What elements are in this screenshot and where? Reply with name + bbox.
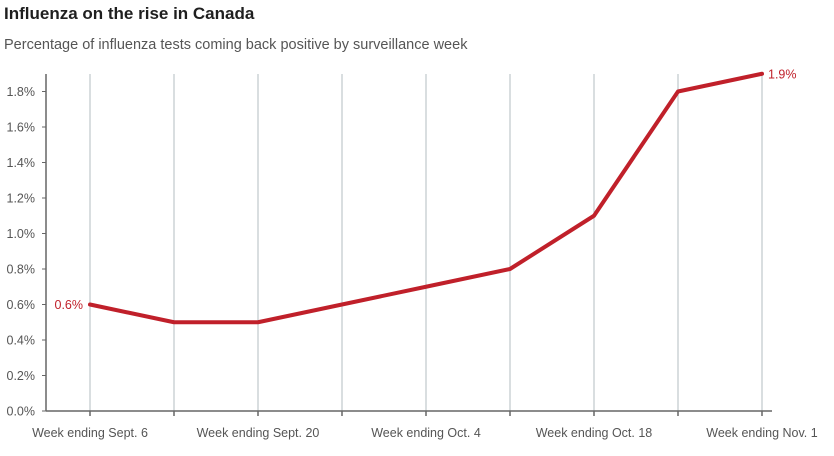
data-label: 0.6% bbox=[55, 298, 84, 312]
y-tick-label: 1.8% bbox=[7, 85, 36, 99]
y-tick-label: 0.6% bbox=[7, 298, 36, 312]
y-tick-label: 1.0% bbox=[7, 227, 36, 241]
gridlines bbox=[89, 74, 763, 411]
chart-title: Influenza on the rise in Canada bbox=[4, 4, 255, 23]
y-tick-label: 0.4% bbox=[7, 334, 36, 348]
x-tick-label: Week ending Sept. 6 bbox=[32, 426, 148, 440]
data-label: 1.9% bbox=[768, 67, 797, 81]
series bbox=[88, 71, 764, 325]
y-tick-label: 0.8% bbox=[7, 263, 36, 277]
labels: 0.0% 0.2% 0.4% 0.6% 0.8% 1.0% 1.2% 1.4% 1.6% 1.8%… bbox=[7, 67, 818, 440]
chart-subtitle: Percentage of influenza tests coming bac… bbox=[4, 37, 468, 53]
y-tick-label: 1.4% bbox=[7, 156, 36, 170]
y-tick-label: 1.6% bbox=[7, 121, 36, 135]
y-tick-label: 0.2% bbox=[7, 369, 36, 383]
x-tick-label: Week ending Oct. 18 bbox=[536, 426, 653, 440]
x-tick-label: Week ending Sept. 20 bbox=[197, 426, 320, 440]
x-tick-label: Week ending Nov. 1 bbox=[706, 426, 817, 440]
y-tick-label: 0.0% bbox=[7, 405, 36, 419]
axes bbox=[42, 74, 772, 416]
series-line bbox=[88, 71, 764, 325]
x-tick-label: Week ending Oct. 4 bbox=[371, 426, 481, 440]
y-tick-label: 1.2% bbox=[7, 192, 36, 206]
